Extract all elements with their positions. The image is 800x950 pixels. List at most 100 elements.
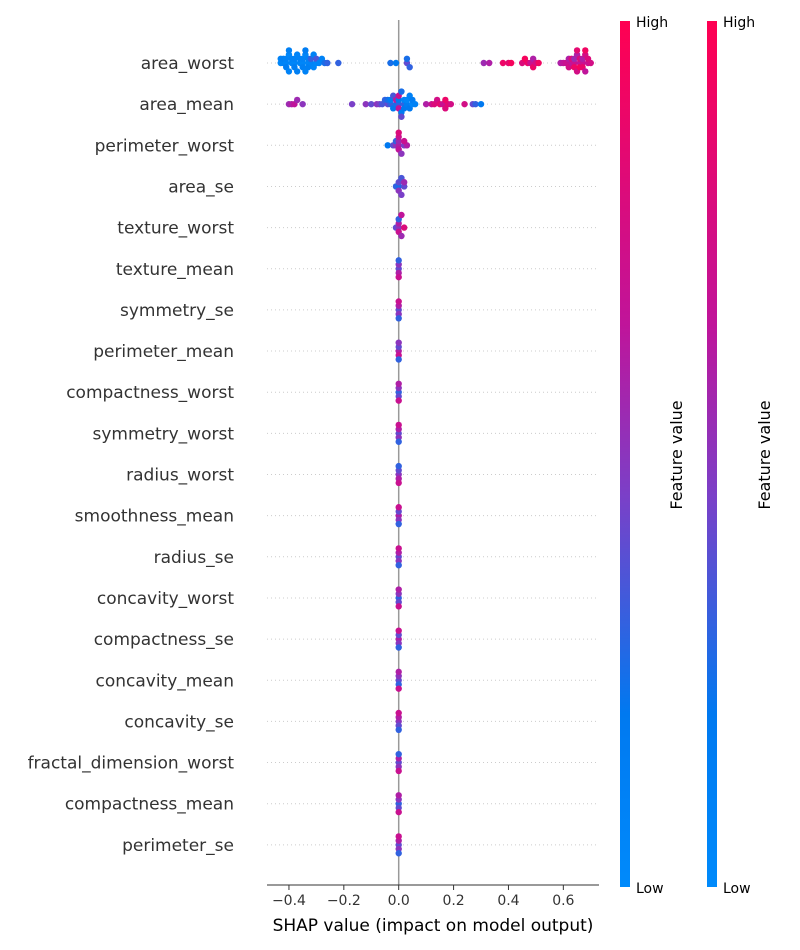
point-texture_mean-3 — [395, 257, 402, 264]
feature-label-perimeter_se: perimeter_se — [122, 836, 234, 856]
feature-label-symmetry_se: symmetry_se — [120, 301, 234, 321]
point-radius_worst-4 — [395, 479, 402, 487]
point-area_mean-5 — [348, 100, 356, 108]
point-texture_worst-7 — [400, 224, 408, 231]
x-tick-label: 0.4 — [497, 893, 519, 909]
feature-label-fractal_dimension_worst: fractal_dimension_worst — [28, 754, 235, 774]
colorbar-1-gradient — [620, 21, 630, 887]
point-area_mean-37 — [422, 100, 430, 108]
feature-label-texture_mean: texture_mean — [116, 260, 234, 280]
point-area_worst-48 — [507, 59, 515, 67]
point-fractal_dimension_worst-4 — [395, 767, 402, 775]
feature-label-concavity_mean: concavity_mean — [95, 671, 234, 691]
point-perimeter_se-3 — [395, 833, 402, 840]
point-symmetry_worst-3 — [395, 421, 402, 429]
point-compactness_mean-4 — [395, 808, 402, 816]
point-radius_se-3 — [395, 545, 402, 552]
point-perimeter_worst-11 — [400, 137, 408, 145]
feature-label-radius_worst: radius_worst — [126, 466, 234, 486]
point-area_worst-44 — [480, 59, 487, 67]
feature-row-gridlines — [267, 62, 599, 846]
point-area_mean-7 — [368, 100, 375, 108]
point-smoothness_mean-3 — [395, 504, 402, 511]
point-radius_worst-3 — [395, 462, 402, 470]
point-area_worst-78 — [582, 47, 589, 54]
point-area_se-7 — [400, 179, 408, 186]
x-tick-label: 0.2 — [442, 893, 464, 909]
feature-label-compactness_worst: compactness_worst — [66, 383, 234, 403]
x-axis-ticks: −0.4 −0.2 0.0 0.2 0.4 0.6 — [272, 885, 575, 909]
point-texture_worst-6 — [398, 211, 405, 219]
point-area_worst-46 — [499, 59, 507, 67]
feature-label-compactness_se: compactness_se — [94, 630, 234, 650]
feature-label-compactness_mean: compactness_mean — [65, 795, 234, 815]
point-fractal_dimension_worst-3 — [395, 750, 402, 758]
point-area_worst-42 — [403, 55, 411, 62]
feature-label-concavity_se: concavity_se — [124, 712, 234, 732]
colorbar-1: High Low Feature value — [620, 15, 686, 897]
point-compactness_se-3 — [395, 627, 402, 634]
colorbar-2: High Low Feature value — [707, 15, 774, 897]
feature-label-area_worst: area_worst — [141, 54, 235, 74]
point-compactness_se-4 — [395, 644, 402, 651]
point-compactness_worst-3 — [395, 380, 402, 387]
point-area_mean-47 — [461, 100, 468, 108]
point-area_mean-3 — [293, 96, 301, 104]
point-perimeter_se-4 — [395, 850, 402, 857]
colorbar-2-title: Feature value — [755, 400, 774, 509]
point-perimeter_worst-0 — [384, 142, 391, 149]
x-axis-title: SHAP value (impact on model output) — [273, 916, 594, 936]
feature-label-perimeter_worst: perimeter_worst — [95, 136, 235, 156]
point-area_worst-37 — [324, 59, 331, 67]
point-area_worst-39 — [387, 59, 394, 67]
feature-label-area_se: area_se — [168, 177, 234, 197]
colorbar-1-low-label: Low — [636, 881, 664, 897]
point-area_worst-38 — [335, 59, 342, 67]
point-symmetry_se-4 — [395, 315, 402, 322]
point-area_worst-16 — [293, 68, 301, 75]
feature-label-texture_worst: texture_worst — [117, 219, 234, 239]
point-perimeter_mean-3 — [395, 339, 402, 346]
point-area_worst-8 — [285, 68, 293, 75]
point-compactness_worst-4 — [395, 397, 402, 404]
point-area_worst-69 — [573, 47, 581, 54]
point-area_worst-81 — [587, 59, 594, 67]
point-symmetry_worst-4 — [395, 438, 402, 445]
point-concavity_worst-4 — [395, 603, 402, 610]
x-tick-label: −0.2 — [327, 893, 361, 909]
point-concavity_se-4 — [395, 726, 402, 733]
point-concavity_worst-3 — [395, 586, 402, 593]
point-concavity_mean-4 — [395, 685, 402, 692]
colorbar-2-gradient — [707, 21, 717, 887]
x-tick-label: 0.0 — [388, 893, 410, 909]
feature-label-concavity_worst: concavity_worst — [97, 589, 234, 609]
point-area_worst-24 — [302, 47, 309, 54]
point-area_worst-43 — [406, 63, 413, 71]
point-area_worst-40 — [392, 59, 400, 67]
colorbar-1-high-label: High — [636, 15, 668, 31]
point-area_worst-77 — [582, 68, 589, 75]
feature-label-perimeter_mean: perimeter_mean — [93, 342, 234, 362]
point-smoothness_mean-4 — [395, 520, 402, 528]
x-tick-label: 0.6 — [552, 893, 574, 909]
point-area_mean-50 — [477, 100, 485, 108]
point-texture_mean-4 — [395, 273, 402, 281]
colorbar-2-low-label: Low — [723, 881, 751, 897]
point-texture_worst-5 — [398, 232, 405, 240]
point-symmetry_se-3 — [395, 298, 402, 305]
point-compactness_mean-3 — [395, 792, 402, 799]
feature-label-symmetry_worst: symmetry_worst — [92, 424, 234, 444]
colorbar-2-high-label: High — [723, 15, 755, 31]
point-concavity_mean-3 — [395, 668, 402, 676]
feature-label-smoothness_mean: smoothness_mean — [75, 507, 234, 527]
feature-label-radius_se: radius_se — [154, 548, 234, 568]
point-area_mean-46 — [447, 100, 455, 108]
point-area_mean-25 — [398, 88, 405, 95]
point-area_mean-4 — [299, 100, 306, 108]
point-area_worst-9 — [285, 47, 293, 54]
feature-label-area_mean: area_mean — [139, 95, 234, 115]
point-perimeter_worst-8 — [398, 150, 405, 157]
point-area_mean-6 — [362, 100, 369, 108]
feature-labels: area_worst area_mean perimeter_worst area_s… — [28, 54, 235, 856]
